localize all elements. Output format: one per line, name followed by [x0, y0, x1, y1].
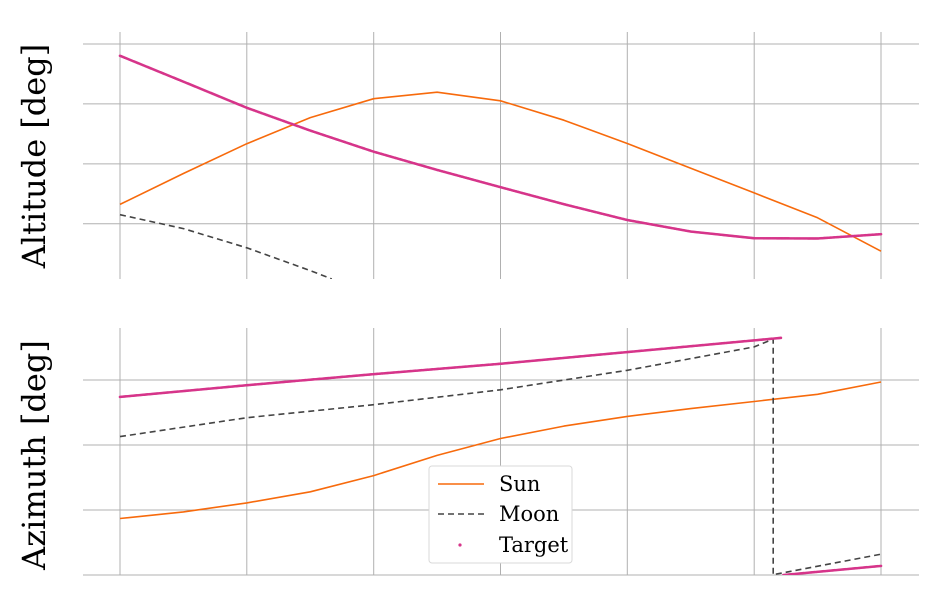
moon-line [119, 338, 882, 575]
legend-target-swatch [458, 543, 462, 547]
altitude-series [118, 54, 883, 279]
target-point [779, 336, 783, 340]
azimuth-ylabel: Azimuth [deg] [15, 340, 53, 571]
legend-sun-label: Sun [499, 472, 540, 496]
altitude-ylabel: Altitude [deg] [15, 44, 53, 269]
altitude-panel: Altitude [deg] [15, 32, 919, 279]
legend-box [428, 465, 573, 564]
legend: Sun Moon Target [428, 465, 573, 564]
sun-line [119, 91, 882, 252]
moon-line [119, 213, 333, 279]
sun-line [119, 381, 882, 520]
target-point [879, 232, 883, 236]
target-point [879, 564, 883, 568]
azimuth-panel: Azimuth [deg] Sun Moon Target [15, 328, 919, 576]
legend-target-label: Target [499, 533, 569, 557]
legend-moon-label: Moon [499, 502, 559, 526]
altitude-grid [83, 32, 919, 279]
azimuth-series [118, 336, 883, 575]
